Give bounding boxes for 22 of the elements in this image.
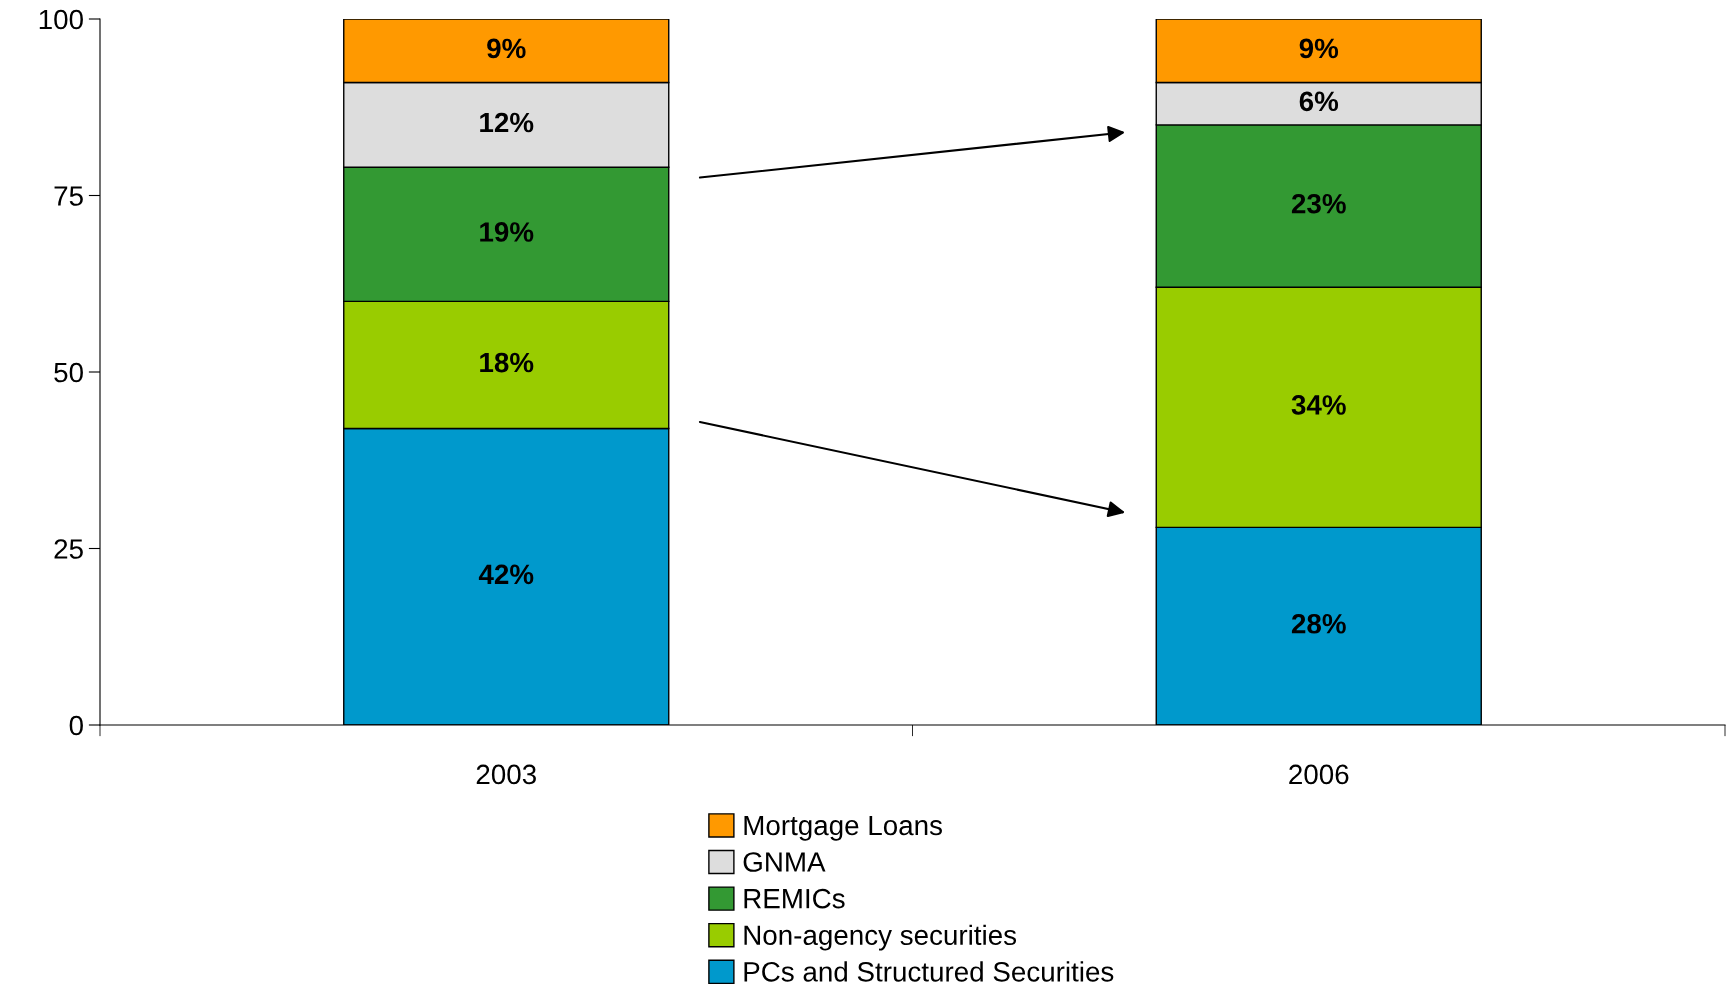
y-tick-label: 75 <box>54 186 83 206</box>
data-label: 23% <box>1291 193 1346 214</box>
y-tick-label: 50 <box>54 362 83 383</box>
data-label: 12% <box>480 112 534 133</box>
legend-label: REMICs <box>744 888 845 909</box>
data-label: 34% <box>1291 395 1346 415</box>
legend-label: GNMA <box>743 852 826 872</box>
legend-label: Non-agency securities <box>744 924 1017 951</box>
data-label: 42% <box>478 564 534 585</box>
x-tick-label: 2003 <box>476 764 536 785</box>
data-label: 18% <box>480 352 534 373</box>
data-label: 9% <box>1299 38 1339 59</box>
legend-label: PCs and Structured Securities <box>744 961 1114 982</box>
data-label: 28% <box>1291 613 1346 634</box>
y-tick-label: 25 <box>54 539 83 559</box>
data-label: 19% <box>480 222 534 242</box>
data-label: 6% <box>1299 91 1339 112</box>
legend-label: Mortgage Loans <box>744 815 942 841</box>
data-label: 9% <box>487 38 526 59</box>
x-tick-label: 2006 <box>1289 764 1349 785</box>
y-tick-label: 0 <box>69 715 83 736</box>
y-tick-label: 100 <box>39 9 83 30</box>
